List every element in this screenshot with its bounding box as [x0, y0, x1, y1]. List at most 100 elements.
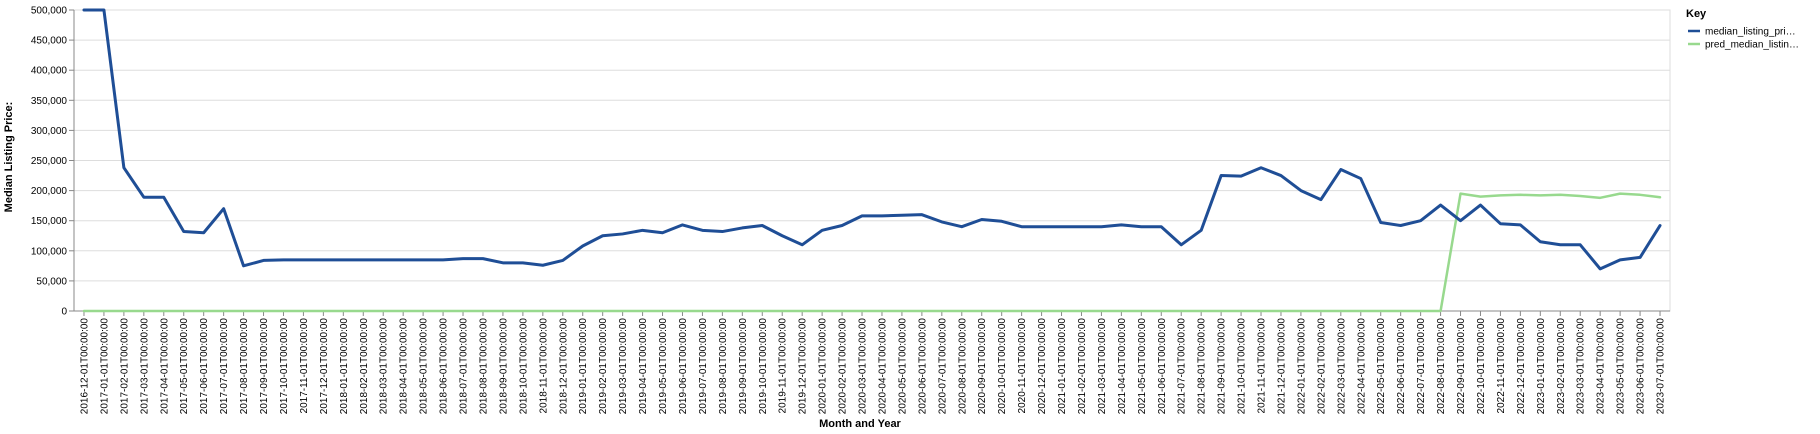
x-tick-label: 2023-02-01T00:00:00: [1556, 318, 1567, 415]
x-tick-label: 2018-10-01T00:00:00: [518, 318, 529, 415]
x-tick-label: 2022-05-01T00:00:00: [1376, 318, 1387, 415]
x-tick-label: 2023-03-01T00:00:00: [1576, 318, 1587, 415]
y-tick-label: 200,000: [31, 186, 68, 197]
x-tick-label: 2019-02-01T00:00:00: [598, 318, 609, 415]
x-tick-label: 2019-10-01T00:00:00: [758, 318, 769, 415]
x-tick-label: 2020-05-01T00:00:00: [897, 318, 908, 415]
x-tick-label: 2018-11-01T00:00:00: [538, 318, 549, 414]
x-tick-label: 2017-08-01T00:00:00: [239, 318, 250, 415]
y-tick-label: 150,000: [31, 216, 68, 227]
x-tick-label: 2018-08-01T00:00:00: [478, 318, 489, 415]
x-tick-label: 2018-03-01T00:00:00: [379, 318, 390, 415]
series-line-pred-median-listing-price: [82, 192, 1662, 313]
x-tick-label: 2019-05-01T00:00:00: [658, 318, 669, 415]
x-tick-label: 2017-10-01T00:00:00: [279, 318, 290, 415]
y-tick-label: 100,000: [31, 246, 68, 257]
x-tick-label: 2020-07-01T00:00:00: [937, 318, 948, 415]
x-tick-label: 2021-11-01T00:00:00: [1257, 318, 1268, 414]
x-tick-label: 2019-06-01T00:00:00: [678, 318, 689, 415]
x-tick-label: 2019-03-01T00:00:00: [618, 318, 629, 415]
x-axis-title: Month and Year: [819, 418, 901, 430]
y-tick-label: 250,000: [31, 156, 68, 167]
x-tick-label: 2022-12-01T00:00:00: [1516, 318, 1527, 415]
x-tick-label: 2021-04-01T00:00:00: [1117, 318, 1128, 415]
x-tick-label: 2020-10-01T00:00:00: [997, 318, 1008, 415]
x-tick-label: 2019-08-01T00:00:00: [718, 318, 729, 415]
x-tick-label: 2020-04-01T00:00:00: [877, 318, 888, 415]
legend-title: Key: [1686, 8, 1707, 20]
x-tick-label: 2018-06-01T00:00:00: [439, 318, 450, 415]
x-tick-label: 2020-01-01T00:00:00: [818, 318, 829, 415]
grid-lines: [73, 9, 1671, 312]
x-tick-label: 2022-06-01T00:00:00: [1396, 318, 1407, 415]
y-tick-label: 500,000: [31, 6, 68, 17]
x-tick-label: 2017-06-01T00:00:00: [199, 318, 210, 415]
x-axis: 2016-12-01T00:00:00 2017-01-01T00:00:00 20…: [74, 310, 1670, 415]
x-tick-label: 2020-06-01T00:00:00: [917, 318, 928, 415]
legend-items: median_listing_pri… pred_median_listin…: [1688, 27, 1799, 51]
x-tick-label: 2020-02-01T00:00:00: [838, 318, 849, 415]
x-tick-label: 2019-07-01T00:00:00: [698, 318, 709, 415]
x-tick-label: 2019-12-01T00:00:00: [798, 318, 809, 415]
x-tick-label: 2016-12-01T00:00:00: [79, 318, 90, 415]
x-tick-label: 2017-05-01T00:00:00: [179, 318, 190, 415]
x-tick-label: 2022-07-01T00:00:00: [1416, 318, 1427, 415]
legend-label: median_listing_pri…: [1705, 27, 1796, 38]
x-tick-label: 2021-05-01T00:00:00: [1137, 318, 1148, 415]
x-tick-label: 2023-04-01T00:00:00: [1596, 318, 1607, 415]
x-tick-label: 2017-01-01T00:00:00: [99, 318, 110, 415]
x-tick-label: 2021-03-01T00:00:00: [1097, 318, 1108, 415]
x-tick-label: 2022-08-01T00:00:00: [1436, 318, 1447, 415]
x-tick-label: 2022-02-01T00:00:00: [1316, 318, 1327, 415]
x-tick-label: 2017-11-01T00:00:00: [299, 318, 310, 414]
y-tick-label: 0: [61, 307, 67, 318]
x-tick-label: 2019-01-01T00:00:00: [578, 318, 589, 415]
x-tick-label: 2022-03-01T00:00:00: [1336, 318, 1347, 415]
x-tick-label: 2021-06-01T00:00:00: [1157, 318, 1168, 415]
x-tick-label: 2023-07-01T00:00:00: [1656, 318, 1667, 415]
x-tick-label: 2017-07-01T00:00:00: [219, 318, 230, 415]
x-tick-label: 2017-03-01T00:00:00: [139, 318, 150, 415]
x-tick-label: 2018-05-01T00:00:00: [419, 318, 430, 415]
series-lines: [82, 8, 1662, 313]
x-tick-label: 2018-01-01T00:00:00: [339, 318, 350, 415]
x-tick-label: 2021-10-01T00:00:00: [1237, 318, 1248, 415]
x-tick-label: 2023-05-01T00:00:00: [1616, 318, 1627, 415]
x-tick-label: 2022-09-01T00:00:00: [1456, 318, 1467, 415]
x-tick-label: 2017-12-01T00:00:00: [319, 318, 330, 415]
x-tick-label: 2019-09-01T00:00:00: [738, 318, 749, 415]
x-tick-label: 2021-07-01T00:00:00: [1177, 318, 1188, 415]
x-tick-label: 2022-01-01T00:00:00: [1296, 318, 1307, 415]
x-tick-label: 2020-03-01T00:00:00: [858, 318, 869, 415]
x-tick-label: 2017-02-01T00:00:00: [119, 318, 130, 415]
x-tick-label: 2022-04-01T00:00:00: [1356, 318, 1367, 415]
x-tick-label: 2021-02-01T00:00:00: [1077, 318, 1088, 415]
x-tick-label: 2020-11-01T00:00:00: [1017, 318, 1028, 414]
x-tick-label: 2018-02-01T00:00:00: [359, 318, 370, 415]
x-tick-label: 2021-12-01T00:00:00: [1276, 318, 1287, 415]
legend-label: pred_median_listin…: [1705, 40, 1799, 51]
y-axis-title: Median Listing Price:: [3, 102, 15, 213]
y-tick-label: 300,000: [31, 126, 68, 137]
x-tick-label: 2018-12-01T00:00:00: [558, 318, 569, 415]
x-tick-label: 2018-07-01T00:00:00: [459, 318, 470, 415]
y-tick-label: 350,000: [31, 96, 68, 107]
x-tick-label: 2020-09-01T00:00:00: [977, 318, 988, 415]
x-tick-label: 2023-06-01T00:00:00: [1636, 318, 1647, 415]
x-tick-label: 2020-08-01T00:00:00: [957, 318, 968, 415]
x-tick-label: 2019-11-01T00:00:00: [778, 318, 789, 414]
x-tick-label: 2022-11-01T00:00:00: [1496, 318, 1507, 414]
series-line-median-listing-price: [82, 8, 1662, 271]
x-tick-label: 2019-04-01T00:00:00: [638, 318, 649, 415]
y-tick-label: 400,000: [31, 66, 68, 77]
x-tick-label: 2018-04-01T00:00:00: [399, 318, 410, 415]
x-tick-label: 2021-09-01T00:00:00: [1217, 318, 1228, 415]
y-tick-label: 450,000: [31, 36, 68, 47]
x-tick-label: 2017-09-01T00:00:00: [259, 318, 270, 415]
x-tick-label: 2018-09-01T00:00:00: [498, 318, 509, 415]
y-tick-label: 50,000: [36, 276, 67, 287]
x-tick-label: 2022-10-01T00:00:00: [1476, 318, 1487, 415]
x-tick-label: 2020-12-01T00:00:00: [1037, 318, 1048, 415]
x-tick-label: 2017-04-01T00:00:00: [159, 318, 170, 415]
